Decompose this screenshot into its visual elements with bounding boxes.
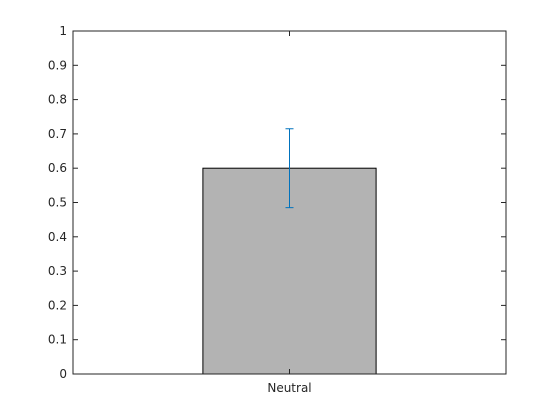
x-tick-label: Neutral — [267, 381, 311, 395]
y-tick-label: 0.6 — [48, 161, 67, 175]
y-tick-label: 0 — [59, 367, 67, 381]
y-tick-label: 0.7 — [48, 127, 67, 141]
y-tick-label: 0.9 — [48, 58, 67, 72]
y-tick-label: 0.1 — [48, 333, 67, 347]
y-tick-label: 1 — [59, 24, 67, 38]
y-tick-label: 0.3 — [48, 264, 67, 278]
y-tick-label: 0.4 — [48, 230, 67, 244]
y-tick-label: 0.2 — [48, 298, 67, 312]
y-tick-label: 0.5 — [48, 196, 67, 210]
y-tick-label: 0.8 — [48, 93, 67, 107]
plot-area: 0 0.1 0.2 0.3 0.4 0.5 0.6 0.7 0.8 0.9 1 Neutral — [48, 24, 507, 395]
